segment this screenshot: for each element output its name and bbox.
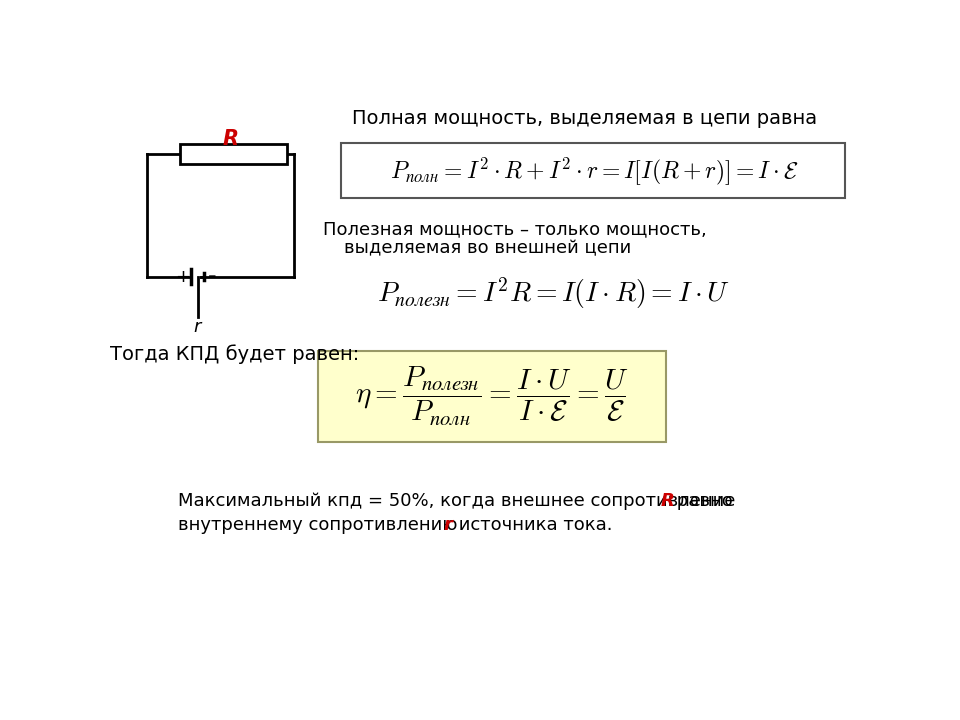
Bar xyxy=(318,351,666,442)
Text: +: + xyxy=(176,268,190,286)
Text: Полная мощность, выделяемая в цепи равна: Полная мощность, выделяемая в цепи равна xyxy=(352,109,818,128)
Text: выделяемая во внешней цепи: выделяемая во внешней цепи xyxy=(345,239,632,257)
Text: равно: равно xyxy=(671,492,732,510)
Text: R: R xyxy=(660,492,674,510)
Bar xyxy=(180,144,287,164)
Text: $\eta = \dfrac{P_{\mathit{полезн}}}{P_{\mathit{полн}}} = \dfrac{I \cdot U}{I \cd: $\eta = \dfrac{P_{\mathit{полезн}}}{P_{\… xyxy=(355,365,629,428)
Text: $P_{\mathit{полн}} = I^2 \cdot R + I^2 \cdot r = I\left[I(R+r)\right] = I \cdot : $P_{\mathit{полн}} = I^2 \cdot R + I^2 \… xyxy=(390,155,799,187)
Text: $P_{\mathit{полезн}} = I^2 R = I(I \cdot R) = I \cdot U$: $P_{\mathit{полезн}} = I^2 R = I(I \cdot… xyxy=(377,275,731,310)
Text: r: r xyxy=(194,318,202,336)
Text: внутреннему сопротивлению: внутреннему сопротивлению xyxy=(179,516,464,534)
Text: источника тока.: источника тока. xyxy=(453,516,612,534)
Text: Полезная мощность – только мощность,: Полезная мощность – только мощность, xyxy=(324,220,708,238)
Text: r: r xyxy=(444,516,452,534)
Text: R: R xyxy=(223,129,239,149)
Bar xyxy=(341,143,845,198)
Text: Максимальный кпд = 50%, когда внешнее сопротивление: Максимальный кпд = 50%, когда внешнее со… xyxy=(179,492,741,510)
Text: Тогда КПД будет равен:: Тогда КПД будет равен: xyxy=(110,344,359,364)
Text: -: - xyxy=(208,266,217,287)
